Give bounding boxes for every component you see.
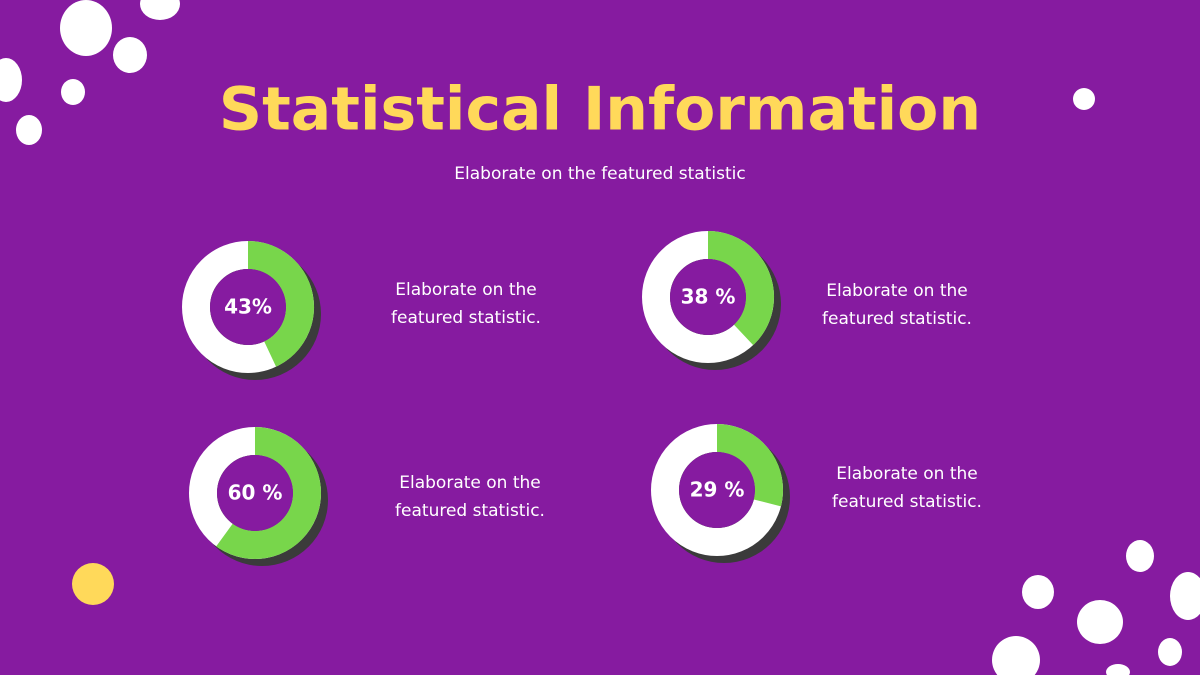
donut-label: 43% xyxy=(224,295,272,319)
title: Statistical Information xyxy=(219,75,981,145)
donut-hole xyxy=(210,269,286,345)
stat-text: featured statistic. xyxy=(822,309,972,329)
donut-label: 38 % xyxy=(681,285,736,309)
stat-text: Elaborate on the xyxy=(836,464,978,484)
stat-text: featured statistic. xyxy=(832,492,982,512)
donut-arc xyxy=(247,241,314,367)
stat-text: featured statistic. xyxy=(391,308,541,328)
donut-arc xyxy=(707,231,774,346)
stat-text: Elaborate on the xyxy=(395,280,537,300)
stat-text: Elaborate on the xyxy=(399,473,541,493)
donut-label: 60 % xyxy=(228,481,283,505)
stat-text: featured statistic. xyxy=(395,501,545,521)
donut-arc xyxy=(716,424,783,507)
donut-label: 29 % xyxy=(690,478,745,502)
donut-hole xyxy=(217,455,293,531)
donut-arc xyxy=(216,427,321,559)
subtitle: Elaborate on the featured statistic xyxy=(454,164,745,184)
donut-hole xyxy=(670,259,746,335)
decor-dot xyxy=(72,563,114,605)
stat-text: Elaborate on the xyxy=(826,281,968,301)
donut-hole xyxy=(679,452,755,528)
